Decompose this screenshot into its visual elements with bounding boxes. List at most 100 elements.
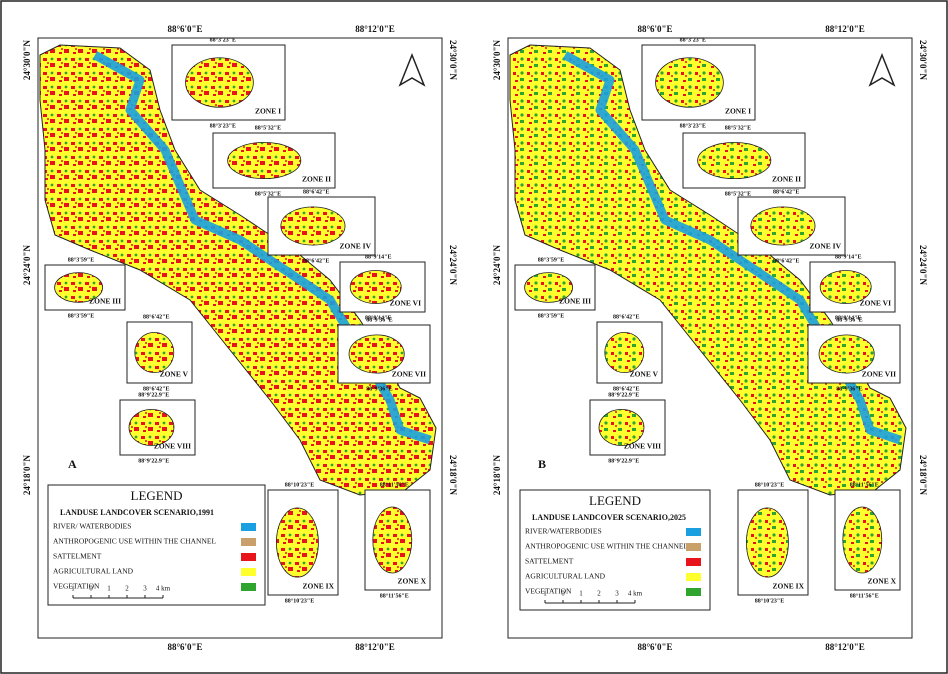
legend-label: RIVER/WATERBODIES [525, 527, 602, 536]
zone-map [281, 207, 345, 245]
zone-coord: 88°5'32"E [725, 190, 751, 197]
zone-name: ZONE I [725, 107, 751, 116]
longitude-label: 88°12'0"E [825, 642, 865, 652]
longitude-label: 88°6'0"E [637, 24, 672, 34]
zone-coord: 88°9'36"E [366, 385, 392, 392]
zone-map [599, 409, 644, 445]
zone-coord: 88°10'23"E [285, 481, 314, 488]
zone-coord: 88°9'36"E [366, 316, 392, 323]
zone-coord: 88°6'42"E [613, 313, 639, 320]
legend-label: ANTHROPOGENIC USE WITHIN THE CHANNEL [53, 537, 216, 546]
zone-coord: 88°9'22.9"E [608, 391, 639, 398]
zone-coord: 88°3'23"E [680, 122, 706, 129]
zone-coord: 88°5'32"E [725, 124, 751, 131]
zone-coord: 88°11'56"E [380, 592, 409, 599]
map-panel: 88°6'0"E 88°6'0"E 88°12'0"E 88°12'0"E 24°30'… [492, 24, 928, 652]
legend-label: AGRICULTURAL LAND [53, 567, 134, 576]
zone-name: ZONE X [397, 577, 426, 586]
zone-coord: 88°3'59"E [538, 312, 564, 319]
scale-label: 2 [597, 590, 601, 598]
latitude-label: 24°18'0"N [448, 455, 458, 496]
map-panel: 88°6'0"E88°6'0"E88°12'0"E88°12'0"E24°30'… [22, 24, 458, 652]
longitude-label: 88°6'0"E [637, 642, 672, 652]
panel-label: B [538, 457, 546, 471]
zone-name: ZONE III [89, 297, 121, 306]
zone-coord: 88°6'42"E [613, 385, 639, 392]
map-figure: 88°6'0"E 88°6'0"E 88°12'0"E 88°12'0"E 24°30'… [0, 0, 948, 674]
legend-heading: LEGEND [131, 488, 183, 503]
legend-label: VEGETATION [53, 582, 100, 591]
zone-coord: 88°11'56"E [850, 481, 879, 488]
zone-coord: 88°9'22.9"E [608, 457, 639, 464]
legend-swatch [686, 588, 701, 596]
zone-map [135, 332, 174, 372]
legend-swatch [241, 583, 256, 591]
zone-name: ZONE VII [862, 370, 896, 379]
zone-name: ZONE X [867, 577, 896, 586]
zone-coord: 88°6'42"E [773, 188, 799, 195]
scale-label: 4 km [628, 590, 643, 598]
latitude-label: 24°30'0"N [492, 39, 502, 80]
legend-label: SATTELMENT [525, 557, 574, 566]
zone-coord: 88°6'42"E [773, 257, 799, 264]
longitude-label: 88°6'0"E [167, 24, 202, 34]
zone-map [751, 207, 815, 245]
zone-map [746, 508, 788, 577]
zone-coord: 88°6'42"E [143, 385, 169, 392]
longitude-label: 88°12'0"E [825, 24, 865, 34]
longitude-label: 88°6'0"E [167, 642, 202, 652]
legend-swatch [686, 573, 701, 581]
legend-label: AGRICULTURAL LAND [525, 572, 606, 581]
zone-map [373, 507, 412, 573]
zone-name: ZONE IX [773, 582, 805, 591]
zone-map [349, 335, 404, 373]
scale-label: 0 [89, 585, 93, 593]
zone-name: ZONE V [630, 370, 659, 379]
zone-coord: 88°9'36"E [836, 385, 862, 392]
zone-name: ZONE VII [392, 370, 426, 379]
zone-coord: 88°3'59"E [68, 256, 94, 263]
zone-name: ZONE II [302, 175, 331, 184]
zone-name: ZONE VIII [624, 442, 661, 451]
latitude-label: 24°30'0"N [22, 39, 32, 80]
zone-map [819, 335, 874, 373]
scale-label: 1 [579, 590, 583, 598]
zone-map [843, 507, 882, 573]
legend-swatch [686, 543, 701, 551]
zone-map [605, 332, 644, 372]
scale-label: 1 [107, 585, 111, 593]
zone-map [656, 58, 724, 108]
latitude-label: 24°18'0"N [492, 454, 502, 495]
zone-name: ZONE IX [303, 582, 335, 591]
legend-swatch [686, 528, 701, 536]
latitude-label: 24°24'0"N [492, 244, 502, 285]
zone-coord: 88°11'56"E [850, 592, 879, 599]
zone-name: ZONE VI [860, 299, 891, 308]
zone-name: ZONE V [160, 370, 189, 379]
scale-label: 4 km [156, 585, 171, 593]
legend-label: VEGETATION [525, 587, 572, 596]
zone-coord: 88°10'23"E [755, 597, 784, 604]
zone-coord: 88°5'32"E [255, 190, 281, 197]
legend-title: LANDUSE LANDCOVER SCENARIO,2025 [532, 513, 686, 522]
legend-label: RIVER/ WATERBODIES [53, 522, 131, 531]
zone-map [698, 142, 771, 178]
zone-map [276, 508, 318, 577]
legend-title: LANDUSE LANDCOVER SCENARIO,1991 [60, 508, 214, 517]
legend-swatch [686, 558, 701, 566]
zone-coord: 88°11'56"E [380, 481, 409, 488]
zone-coord: 88°3'59"E [68, 312, 94, 319]
legend-label: ANTHROPOGENIC USE WITHIN THE CHANNEL [525, 542, 688, 551]
scale-label: 3 [143, 585, 147, 593]
zone-coord: 88°9'36"E [836, 316, 862, 323]
latitude-label: 24°30'0"N [448, 40, 458, 81]
zone-coord: 88°6'42"E [303, 257, 329, 264]
zone-name: ZONE IV [340, 242, 372, 251]
zone-coord: 88°3'23"E [210, 36, 236, 43]
zone-coord: 88°10'23"E [285, 597, 314, 604]
zone-map [186, 58, 254, 108]
latitude-label: 24°24'0"N [448, 245, 458, 286]
zone-coord: 88°3'23"E [680, 36, 706, 43]
zone-name: ZONE III [559, 297, 591, 306]
zone-coord: 88°9'22.9"E [138, 457, 169, 464]
